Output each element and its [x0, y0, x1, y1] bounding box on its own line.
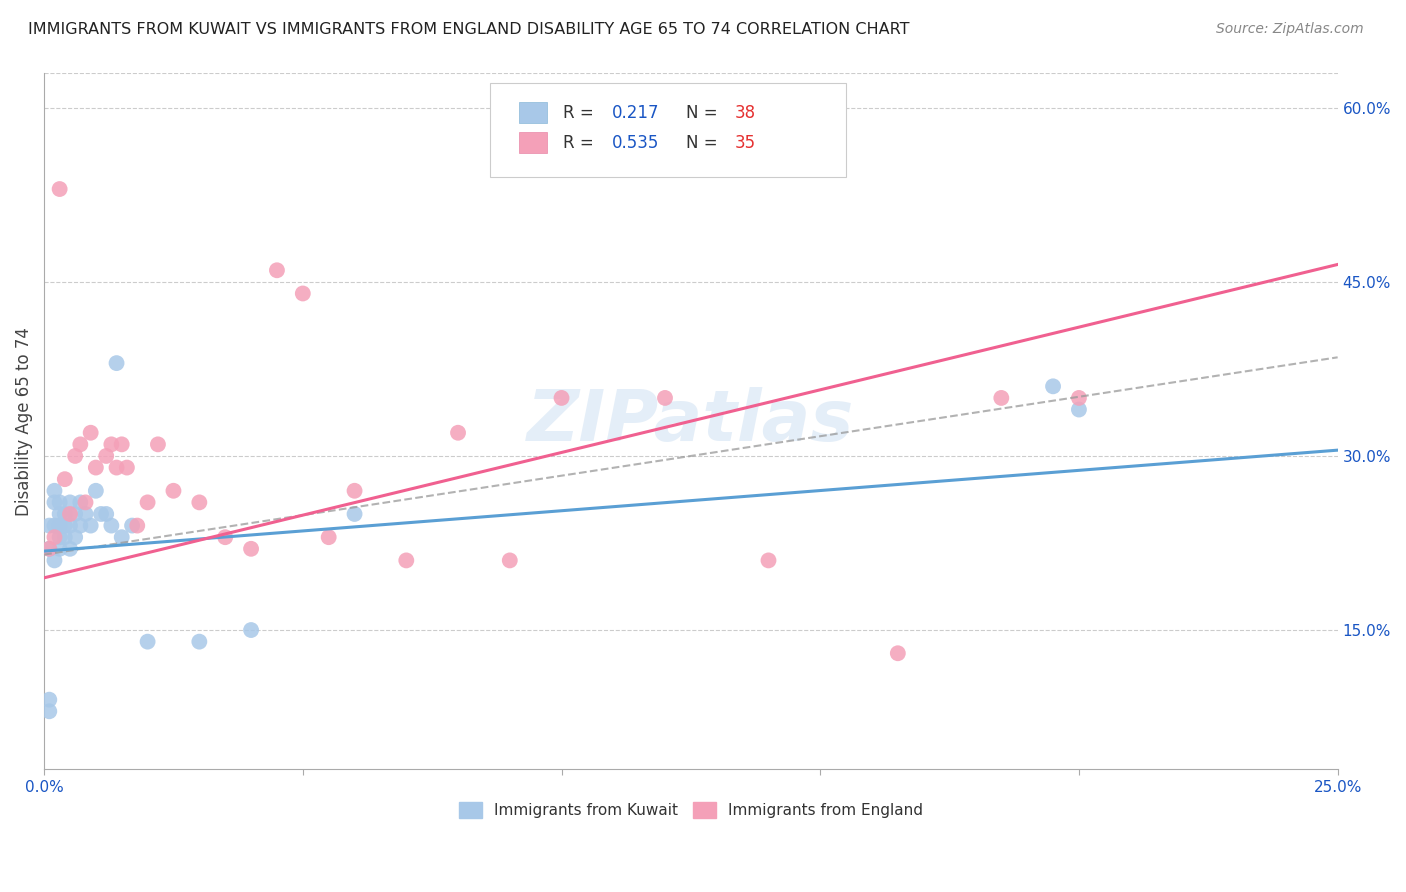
Legend: Immigrants from Kuwait, Immigrants from England: Immigrants from Kuwait, Immigrants from …	[453, 796, 929, 824]
Text: IMMIGRANTS FROM KUWAIT VS IMMIGRANTS FROM ENGLAND DISABILITY AGE 65 TO 74 CORREL: IMMIGRANTS FROM KUWAIT VS IMMIGRANTS FRO…	[28, 22, 910, 37]
Text: 38: 38	[735, 103, 756, 121]
Point	[115, 460, 138, 475]
Point	[79, 425, 101, 440]
Point	[105, 356, 128, 370]
Bar	[519, 132, 547, 153]
Point	[121, 518, 143, 533]
Point	[38, 541, 60, 556]
Point	[188, 495, 211, 509]
Point	[214, 530, 236, 544]
Point	[53, 518, 76, 533]
Point	[188, 634, 211, 648]
Point	[44, 553, 66, 567]
Point	[75, 495, 97, 509]
Point	[447, 425, 470, 440]
Point	[111, 530, 134, 544]
Text: N =: N =	[686, 134, 717, 152]
Point	[59, 518, 82, 533]
Point	[48, 495, 70, 509]
Point	[990, 391, 1012, 405]
Point	[69, 437, 91, 451]
Point	[146, 437, 169, 451]
Text: Source: ZipAtlas.com: Source: ZipAtlas.com	[1216, 22, 1364, 37]
Point	[63, 449, 86, 463]
Point	[318, 530, 340, 544]
Point	[59, 507, 82, 521]
Point	[758, 553, 780, 567]
Point	[291, 286, 314, 301]
Point	[162, 483, 184, 498]
Point	[48, 507, 70, 521]
Point	[1067, 402, 1090, 417]
Point	[1042, 379, 1064, 393]
Point	[53, 507, 76, 521]
Point	[53, 472, 76, 486]
Point	[63, 530, 86, 544]
Point	[44, 495, 66, 509]
Text: N =: N =	[686, 103, 717, 121]
Point	[44, 483, 66, 498]
Point	[53, 530, 76, 544]
Point	[38, 704, 60, 718]
Point	[44, 518, 66, 533]
Point	[1067, 391, 1090, 405]
Text: 0.535: 0.535	[612, 134, 659, 152]
Point	[63, 507, 86, 521]
Point	[48, 530, 70, 544]
Point	[240, 541, 263, 556]
Point	[90, 507, 112, 521]
Point	[266, 263, 288, 277]
Point	[38, 692, 60, 706]
Point	[100, 437, 122, 451]
Point	[240, 623, 263, 637]
Point	[59, 495, 82, 509]
Text: 0.217: 0.217	[612, 103, 659, 121]
Point	[48, 541, 70, 556]
Point	[499, 553, 522, 567]
Point	[38, 518, 60, 533]
Text: 35: 35	[735, 134, 756, 152]
Point	[75, 507, 97, 521]
Text: ZIPatlas: ZIPatlas	[527, 386, 855, 456]
Point	[111, 437, 134, 451]
Point	[654, 391, 676, 405]
Point	[48, 182, 70, 196]
Bar	[519, 103, 547, 123]
Point	[84, 460, 107, 475]
Point	[79, 518, 101, 533]
Point	[100, 518, 122, 533]
Point	[127, 518, 149, 533]
Point	[44, 530, 66, 544]
Point	[395, 553, 418, 567]
Point	[38, 541, 60, 556]
Point	[136, 634, 159, 648]
Point	[96, 449, 118, 463]
Text: R =: R =	[562, 103, 593, 121]
Point	[550, 391, 572, 405]
Point	[48, 518, 70, 533]
Point	[343, 483, 366, 498]
Point	[887, 646, 910, 660]
Point	[136, 495, 159, 509]
FancyBboxPatch shape	[491, 84, 846, 178]
Point	[69, 518, 91, 533]
Point	[96, 507, 118, 521]
Point	[59, 541, 82, 556]
Point	[84, 483, 107, 498]
Text: R =: R =	[562, 134, 593, 152]
Y-axis label: Disability Age 65 to 74: Disability Age 65 to 74	[15, 326, 32, 516]
Point	[69, 495, 91, 509]
Point	[105, 460, 128, 475]
Point	[343, 507, 366, 521]
